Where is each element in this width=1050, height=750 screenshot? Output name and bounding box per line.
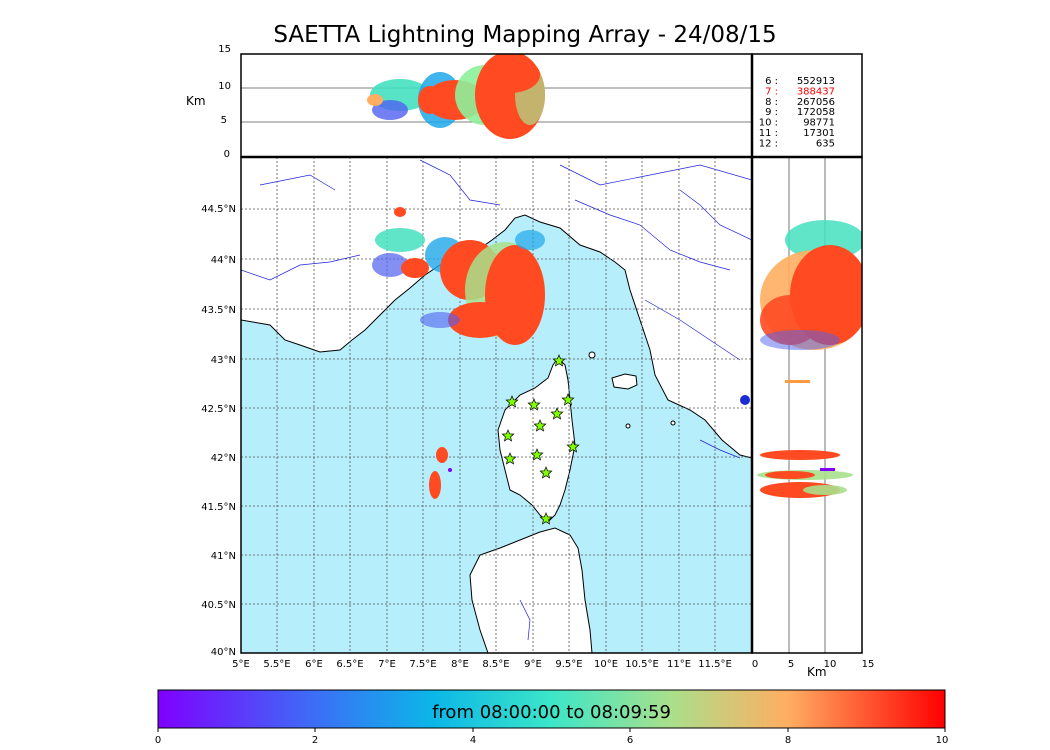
map-panel (240, 156, 753, 654)
altitude-panel (240, 53, 753, 158)
station-id: 9 : (765, 107, 778, 118)
lon-label: 7°E (378, 659, 396, 670)
side-tick: 5 (788, 659, 794, 670)
lat-label: 43.5°N (201, 305, 236, 316)
lon-label: 5.5°E (263, 659, 290, 670)
colorbar-tick: 2 (312, 735, 318, 746)
lon-label: 10°E (594, 659, 618, 670)
colorbar-tick: 10 (936, 735, 949, 746)
side-altitude-panel (751, 156, 863, 654)
station-marker (552, 354, 566, 367)
lon-label: 9.5°E (555, 659, 582, 670)
colorbar-tick: 0 (155, 735, 161, 746)
station-marker (539, 466, 553, 479)
lon-label: 8°E (451, 659, 469, 670)
station-count: 267056 (797, 97, 835, 108)
altitude-tick: 5 (221, 115, 227, 126)
station-marker (539, 512, 553, 525)
side-axis-label: Km (807, 665, 827, 679)
colorbar-gradient (157, 689, 946, 729)
lon-label: 5°E (232, 659, 250, 670)
station-id: 10 : (759, 118, 778, 129)
sardinia-island (469, 527, 593, 653)
islet (625, 423, 631, 429)
station-marker (533, 419, 547, 432)
colorbar-tick: 4 (470, 735, 476, 746)
side-tick: 10 (824, 659, 837, 670)
station-id: 11 : (759, 128, 778, 139)
rivers (241, 159, 752, 641)
station-marker (527, 398, 541, 411)
lat-label: 41.5°N (201, 502, 236, 513)
station-count: 172058 (797, 107, 835, 118)
corsica-island (497, 357, 576, 523)
side-tick: 15 (862, 659, 875, 670)
lat-label: 42.5°N (201, 404, 236, 415)
colorbar: 0 2 4 6 8 10 (155, 689, 949, 746)
side-ticks: 0 5 10 15 (752, 659, 875, 670)
station-count: 17301 (803, 128, 835, 139)
lon-label: 7.5°E (409, 659, 436, 670)
lon-label: 8.5°E (482, 659, 509, 670)
lon-label: 11°E (667, 659, 691, 670)
station-count: 635 (816, 138, 835, 149)
station-marker (530, 448, 544, 461)
station-id: 8 : (765, 97, 778, 108)
station-markers (501, 354, 580, 525)
islet (588, 351, 596, 359)
station-count: 388437 (797, 86, 835, 97)
map-grid (241, 157, 752, 653)
altitude-axis-label: Km (186, 94, 206, 108)
elba-island (611, 373, 638, 390)
lon-label: 6.5°E (336, 659, 363, 670)
altitude-ticks: 0 5 10 15 (218, 44, 231, 160)
station-id: 7 : (765, 86, 778, 97)
plot-title: SAETTA Lightning Mapping Array - 24/08/1… (273, 22, 777, 48)
lat-label: 42°N (211, 453, 236, 464)
station-id: 12 : (759, 138, 778, 149)
altitude-scatter (367, 54, 545, 139)
longitude-labels: 5°E 5.5°E 6°E 6.5°E 7°E 7.5°E 8°E 8.5°E … (232, 659, 732, 670)
altitude-tick: 10 (218, 81, 231, 92)
station-count: 98771 (803, 118, 835, 129)
lat-label: 40.5°N (201, 600, 236, 611)
islet (670, 420, 676, 426)
station-marker (505, 395, 519, 408)
lon-label: 11.5°E (698, 659, 732, 670)
lat-label: 43°N (211, 355, 236, 366)
lat-label: 44.5°N (201, 204, 236, 215)
station-marker (501, 429, 515, 442)
station-marker (503, 452, 517, 465)
lon-label: 10.5°E (625, 659, 659, 670)
side-tick: 0 (752, 659, 758, 670)
station-marker (561, 393, 575, 406)
sea (241, 214, 752, 653)
station-marker (550, 407, 564, 420)
lat-label: 40°N (211, 647, 236, 658)
station-count: 552913 (797, 76, 835, 87)
latitude-labels: 40°N 40.5°N 41°N 41.5°N 42°N 42.5°N 43°N… (201, 204, 236, 658)
lat-label: 41°N (211, 551, 236, 562)
lon-label: 6°E (305, 659, 323, 670)
colorbar-label: from 08:00:00 to 08:09:59 (432, 702, 671, 723)
altitude-tick: 15 (218, 44, 231, 55)
side-scatter (757, 220, 862, 498)
altitude-tick: 0 (224, 149, 230, 160)
colorbar-tick: 6 (627, 735, 633, 746)
lightning-cluster-east (740, 395, 750, 405)
colorbar-tick-marks (157, 728, 946, 732)
station-marker (566, 440, 580, 453)
lat-label: 44°N (211, 255, 236, 266)
lightning-sources (372, 207, 750, 499)
station-id: 6 : (765, 76, 778, 87)
colorbar-tick: 8 (785, 735, 791, 746)
station-count-panel: 6 : 552913 7 : 388437 8 : 267056 9 : 172058 10 :… (751, 53, 863, 158)
lon-label: 9°E (524, 659, 542, 670)
